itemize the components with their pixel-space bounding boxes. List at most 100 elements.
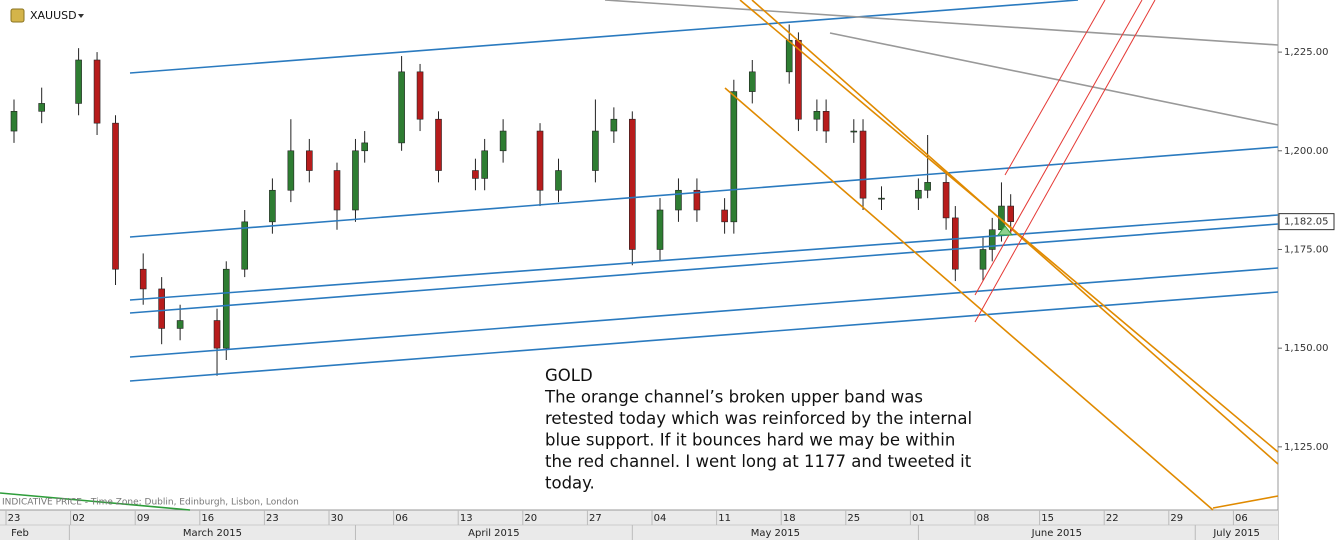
- trendline: [751, 0, 1279, 465]
- annotation-line: the red channel. I went long at 1177 and…: [545, 452, 972, 471]
- candle-body: [176, 320, 184, 329]
- trendline: [129, 267, 1279, 358]
- y-tick-label: 1,125.00: [1284, 442, 1329, 453]
- candle-body: [629, 118, 636, 250]
- candle-body: [915, 189, 922, 199]
- candle-body: [352, 150, 359, 211]
- x-tick-label: 08: [977, 513, 990, 524]
- candle-body: [287, 150, 295, 191]
- candle-body: [38, 103, 45, 112]
- candle-body: [822, 111, 830, 132]
- dropdown-arrow: [78, 14, 84, 18]
- trendline: [1212, 495, 1279, 509]
- y-tick-label: 1,200.00: [1284, 146, 1329, 157]
- trendline: [724, 87, 1214, 511]
- candle-body: [721, 209, 728, 223]
- symbol-icon: [10, 8, 25, 23]
- x-tick-label: 13: [460, 513, 473, 524]
- y-tick-label: 1,225.00: [1284, 47, 1329, 58]
- trendline: [604, 0, 1279, 46]
- candle-body: [859, 130, 867, 199]
- x-tick-label: 11: [718, 513, 731, 524]
- trendline: [974, 0, 1143, 296]
- x-tick-label: 22: [1106, 513, 1119, 524]
- annotation-line: The orange channel’s broken upper band w…: [544, 388, 923, 407]
- x-tick-label: 27: [589, 513, 602, 524]
- x-tick-label: 15: [1041, 513, 1054, 524]
- x-tick-label: 23: [266, 513, 279, 524]
- candle-body: [416, 71, 424, 120]
- symbol: XAUUSD: [30, 9, 77, 22]
- candle-body: [139, 268, 147, 290]
- x-tick-label: 20: [524, 513, 537, 524]
- candle-body: [435, 118, 442, 171]
- candle-body: [481, 150, 488, 179]
- candle-body: [269, 189, 276, 223]
- candle-body: [610, 118, 618, 132]
- marks: [10, 24, 1014, 376]
- candle-body: [878, 197, 885, 200]
- annotation-line: retested today which was reinforced by t…: [545, 409, 972, 428]
- candle-body: [222, 268, 230, 349]
- annotation-line: blue support. If it bounces hard we may …: [545, 431, 955, 450]
- candle-body: [10, 111, 18, 132]
- candle-body: [1007, 205, 1014, 222]
- candle-body: [795, 39, 802, 120]
- candle-body: [213, 320, 221, 349]
- candle-body: [361, 142, 368, 152]
- x-tick-label: 02: [72, 513, 85, 524]
- trendline: [129, 0, 1079, 74]
- candle-body: [988, 229, 996, 250]
- x-tick-label: 06: [1235, 513, 1248, 524]
- x-tick-label: 23: [8, 513, 21, 524]
- plot-area: [0, 0, 1278, 510]
- candle-body: [75, 59, 82, 104]
- candle-body: [592, 130, 599, 171]
- x-tick-label: 16: [201, 513, 214, 524]
- candle-body: [112, 122, 119, 270]
- month-label: March 2015: [183, 528, 242, 539]
- x-tick-label: 01: [912, 513, 925, 524]
- annotation-title: GOLD: [545, 366, 593, 385]
- trendlines: [0, 0, 1279, 511]
- x-tick-label: 09: [137, 513, 150, 524]
- x-tick-label: 06: [395, 513, 408, 524]
- candle-body: [785, 39, 793, 73]
- x-tick-label: 25: [847, 513, 860, 524]
- candle-body: [306, 150, 313, 171]
- x-tick-label: 30: [331, 513, 344, 524]
- candle-body: [158, 288, 165, 329]
- trendline: [129, 291, 1279, 382]
- candle-body: [675, 189, 682, 211]
- candle-body: [693, 189, 701, 211]
- candle-body: [730, 91, 738, 223]
- month-label: May 2015: [751, 528, 800, 539]
- candle-body: [850, 130, 858, 133]
- x-tick-label: 04: [654, 513, 667, 524]
- month-label: April 2015: [468, 528, 519, 539]
- symbol-header[interactable]: XAUUSD: [10, 8, 84, 23]
- candle-body: [813, 111, 821, 120]
- month-label: July 2015: [1212, 528, 1260, 539]
- price-axis: [1278, 0, 1337, 510]
- x-tick-label: 29: [1170, 513, 1183, 524]
- candle-body: [93, 59, 101, 124]
- candle-body: [241, 221, 249, 270]
- trendline: [1004, 0, 1106, 176]
- candle-body: [942, 182, 950, 219]
- candle-body: [979, 249, 987, 270]
- candle-body: [472, 170, 479, 179]
- y-tick-label: 1,175.00: [1284, 244, 1329, 255]
- candle-body: [398, 71, 405, 144]
- marker: [996, 225, 1014, 236]
- candle-body: [952, 217, 959, 270]
- candle-body: [536, 130, 544, 191]
- footer-note: INDICATIVE PRICE - Time Zone: Dublin, Ed…: [2, 498, 299, 508]
- candle-body: [499, 130, 507, 152]
- candle-body: [748, 71, 756, 92]
- month-label: June 2015: [1031, 528, 1082, 539]
- trendline: [129, 146, 1279, 238]
- trendline: [0, 492, 191, 511]
